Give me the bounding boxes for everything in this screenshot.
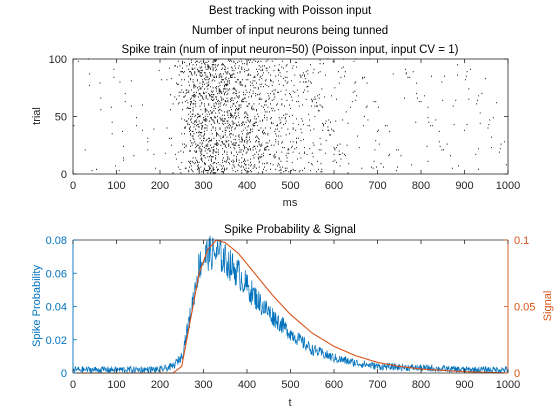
spike-probability-line (72, 235, 509, 375)
raster-xlabel: ms (283, 197, 298, 209)
raster-xtick-label: 1000 (496, 180, 520, 192)
raster-chart: Best tracking with Poisson input Number … (31, 5, 520, 209)
raster-xtick-label: 400 (238, 180, 256, 192)
raster-ytick-label: 50 (55, 112, 67, 124)
bottom-xtick-label: 300 (194, 379, 212, 391)
bottom-xtick-label: 200 (151, 379, 169, 391)
raster-title-line-1: Best tracking with Poisson input (209, 5, 372, 17)
left-ytick-label: 0 (61, 368, 67, 380)
left-ytick-label: 0.02 (46, 335, 67, 347)
raster-xtick-label: 100 (107, 180, 125, 192)
bottom-xtick-label: 500 (281, 379, 299, 391)
right-ytick-label: 0 (514, 368, 520, 380)
raster-spikes (73, 58, 507, 174)
raster-ytick-label: 100 (49, 54, 67, 66)
bottom-xtick-label: 700 (368, 379, 386, 391)
raster-axes: 0 100 200 300 400 500 600 700 800 900 1000 0 50 100 (49, 54, 521, 192)
right-ytick-label: 0.1 (514, 235, 529, 247)
bottom-xtick-label: 0 (70, 379, 76, 391)
bottom-xtick-label: 400 (238, 379, 256, 391)
right-ytick-label: 0.05 (514, 302, 535, 314)
bottom-title: Spike Probability & Signal (224, 224, 356, 236)
raster-xtick-label: 200 (151, 180, 169, 192)
raster-xtick-label: 0 (70, 180, 76, 192)
bottom-xtick-label: 1000 (496, 379, 520, 391)
raster-xtick-label: 700 (368, 180, 386, 192)
bottom-xlabel: t (288, 397, 291, 409)
raster-xtick-label: 800 (412, 180, 430, 192)
bottom-xtick-label: 100 (107, 379, 125, 391)
raster-xtick-label: 600 (325, 180, 343, 192)
left-ytick-label: 0.06 (46, 268, 67, 280)
bottom-xtick-label: 900 (455, 379, 473, 391)
raster-ylabel: trial (31, 107, 43, 125)
bottom-axes: 0 100 200 300 400 500 600 700 800 900 100000.020.0… (46, 235, 536, 391)
left-ytick-label: 0.04 (46, 302, 67, 314)
bottom-xtick-label: 800 (412, 379, 430, 391)
raster-xtick-label: 900 (455, 180, 473, 192)
bottom-xtick-label: 600 (325, 379, 343, 391)
raster-xtick-label: 300 (194, 180, 212, 192)
raster-ytick-label: 0 (61, 169, 67, 181)
right-ylabel: Signal (542, 291, 554, 322)
left-ytick-label: 0.08 (46, 235, 67, 247)
raster-title-line-3: Spike train (num of input neuron=50) (Po… (122, 44, 459, 56)
raster-xtick-label: 500 (281, 180, 299, 192)
raster-title-line-2: Number of input neurons being tunned (192, 25, 388, 37)
probability-signal-chart: Spike Probability & Signal 0 100 200 300 400… (31, 224, 554, 409)
left-ylabel: Spike Probability (31, 265, 43, 347)
